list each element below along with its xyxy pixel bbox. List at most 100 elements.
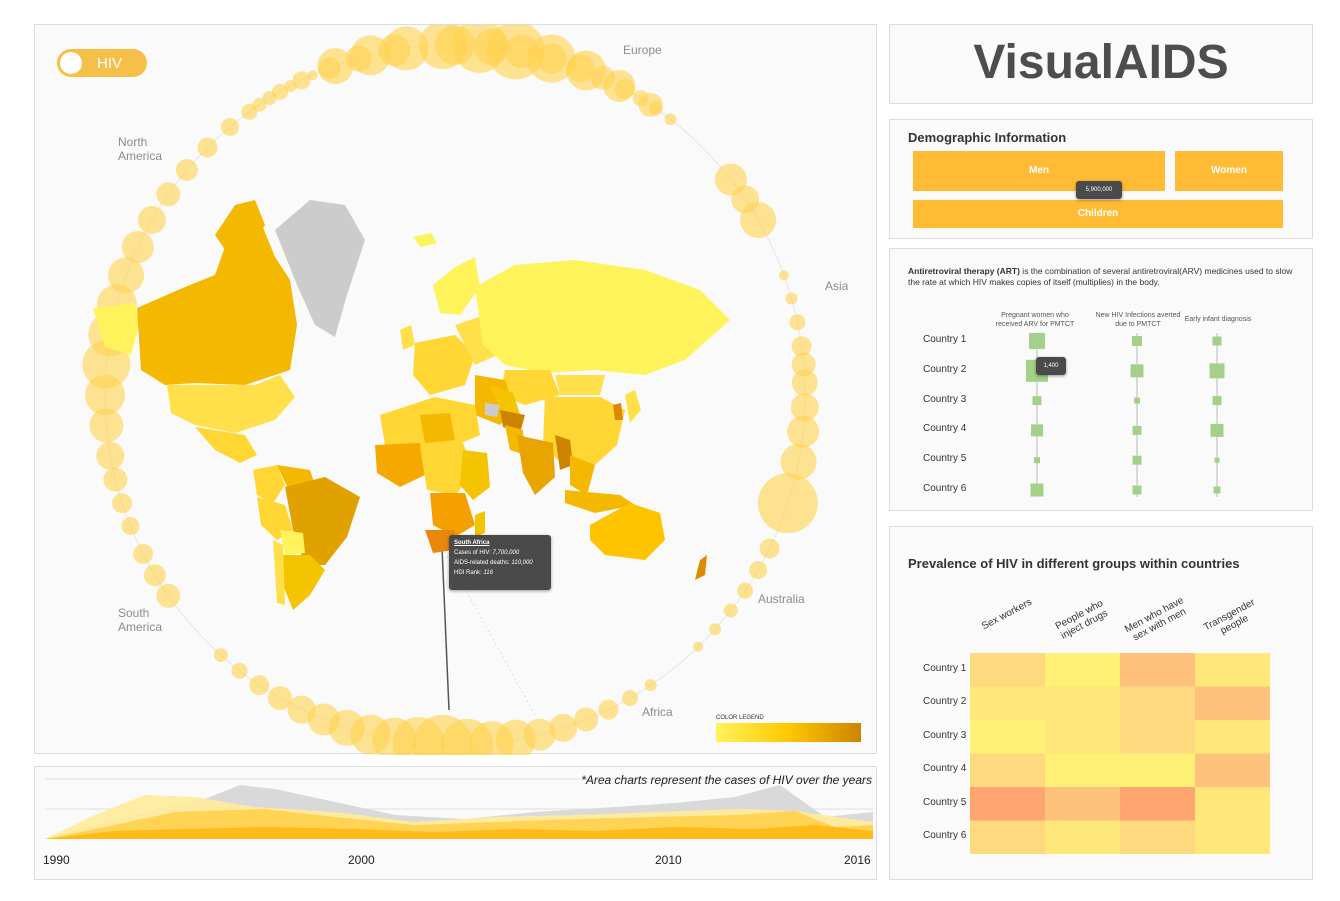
country-bubble[interactable] [780,443,817,480]
country-bubble[interactable] [262,91,277,106]
country-bubble[interactable] [644,679,657,692]
art-marker[interactable] [1210,423,1224,437]
country-south-africa[interactable] [425,530,455,553]
art-marker[interactable] [1209,363,1225,379]
country-bubble[interactable] [156,182,181,207]
country-korea[interactable] [613,403,623,420]
toggle-knob[interactable] [60,52,82,74]
children-bar[interactable]: Children [913,200,1283,228]
heatmap-cell[interactable] [1195,720,1270,754]
country-china[interactable] [543,397,625,467]
heatmap-cell[interactable] [1120,653,1195,687]
country-bubble[interactable] [622,690,638,707]
heatmap-cell[interactable] [1045,686,1120,721]
women-bar[interactable]: Women [1175,151,1283,191]
country-bubble[interactable] [737,582,754,599]
country-bubble[interactable] [287,695,316,724]
country-bubble[interactable] [89,408,124,443]
country-scandinavia[interactable] [433,257,480,315]
world-map[interactable] [35,25,878,755]
country-bubble[interactable] [749,561,768,579]
country-bubble[interactable] [317,48,354,85]
art-marker[interactable] [1212,396,1222,406]
country-bubble[interactable] [790,393,819,422]
country-australia[interactable] [590,503,665,560]
art-marker[interactable] [1030,483,1044,497]
country-madagascar[interactable] [475,511,485,537]
art-marker[interactable] [1132,425,1142,435]
heatmap-cell[interactable] [1195,820,1270,855]
country-bubble[interactable] [638,92,663,117]
country-india[interactable] [517,435,555,495]
art-marker[interactable] [1132,485,1142,495]
heatmap-cell[interactable] [1120,753,1195,788]
country-usa[interactable] [167,375,295,433]
country-new-zealand[interactable] [695,555,707,580]
heatmap-cell[interactable] [1195,653,1270,687]
country-bubble[interactable] [350,35,391,76]
country-mexico[interactable] [195,427,257,463]
country-southern-africa[interactable] [430,493,475,537]
country-bubble[interactable] [566,50,607,91]
country-bubble[interactable] [121,231,154,264]
country-bubble[interactable] [789,314,806,331]
art-marker[interactable] [1212,336,1222,346]
heatmap-cell[interactable] [970,720,1045,754]
country-bubble[interactable] [709,623,722,636]
country-bubble[interactable] [549,713,578,742]
art-marker[interactable] [1034,457,1040,464]
country-chile[interactable] [273,540,285,605]
art-dot-matrix[interactable] [890,249,1314,512]
country-bubble[interactable] [574,707,599,732]
country-bubble[interactable] [231,662,248,679]
country-bubble[interactable] [103,467,128,492]
country-bolivia[interactable] [280,530,305,555]
country-bubble[interactable] [292,71,311,90]
heatmap-cell[interactable] [1045,653,1120,687]
country-libya[interactable] [420,413,455,443]
heatmap-cell[interactable] [1045,720,1120,754]
country-bubble[interactable] [112,493,133,514]
country-bubble[interactable] [791,369,818,396]
country-bubble[interactable] [759,538,780,559]
art-marker[interactable] [1031,424,1043,437]
heatmap-cell[interactable] [970,753,1045,788]
country-bubble[interactable] [121,517,140,536]
heatmap-cell[interactable] [1120,720,1195,754]
country-bubble[interactable] [213,648,228,663]
art-marker[interactable] [1029,333,1045,349]
country-bubble[interactable] [175,159,198,182]
country-bubble[interactable] [787,415,820,448]
country-bubble[interactable] [249,675,270,696]
country-bubble[interactable] [603,69,636,102]
country-bubble[interactable] [664,113,677,126]
country-bubble[interactable] [791,352,816,377]
art-marker[interactable] [1132,336,1142,346]
country-bubble[interactable] [527,34,576,83]
country-bubble[interactable] [778,270,789,281]
heatmap-cell[interactable] [1195,686,1270,721]
country-canada[interactable] [137,220,297,385]
heatmap-cell[interactable] [1045,787,1120,821]
country-bubble[interactable] [156,583,181,608]
country-bubble[interactable] [241,103,258,120]
heatmap-cell[interactable] [970,787,1045,821]
heatmap-cell[interactable] [1120,787,1195,821]
country-bubble[interactable] [96,441,125,470]
country-bubble[interactable] [785,292,798,305]
art-marker[interactable] [1032,396,1042,406]
art-marker[interactable] [1214,457,1220,463]
country-kazakhstan[interactable] [500,370,560,405]
heatmap-cell[interactable] [1195,787,1270,821]
hiv-toggle[interactable]: HIV [57,49,147,77]
heatmap-cell[interactable] [1120,686,1195,721]
country-mongolia[interactable] [555,375,605,395]
country-bubble[interactable] [757,473,818,534]
country-bubble[interactable] [723,603,738,618]
country-bubble[interactable] [133,543,154,564]
art-marker[interactable] [1134,397,1140,404]
country-southeast-asia[interactable] [570,455,595,495]
country-alaska[interactable] [93,303,139,355]
country-japan[interactable] [625,390,641,423]
country-bubble[interactable] [791,336,812,357]
